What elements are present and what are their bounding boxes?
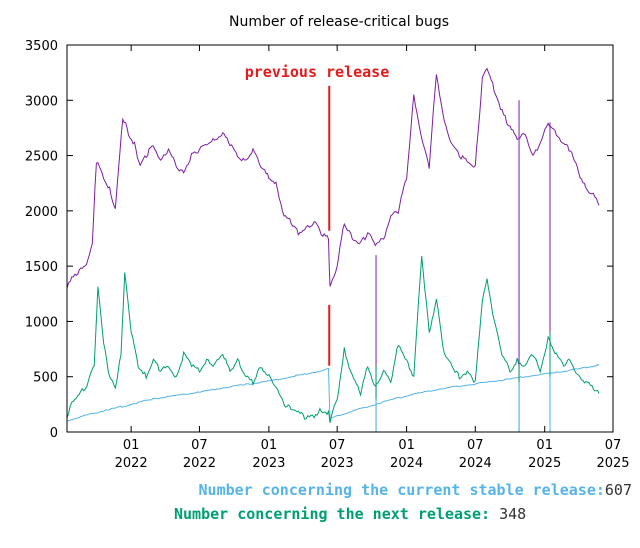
chart-title: Number of release-critical bugs — [229, 14, 449, 30]
legend-current-stable: Number concerning the current stable rel… — [199, 481, 632, 499]
y-tick-label-6: 3000 — [25, 94, 58, 109]
series-layer — [66, 67, 600, 432]
y-tick-label-2: 1000 — [25, 315, 58, 330]
y-tick-label-4: 2000 — [25, 205, 58, 220]
plot-frame — [66, 44, 614, 433]
y-tick-label-3: 1500 — [25, 260, 58, 275]
x-tick-month-0: 01 — [123, 438, 140, 453]
x-tick-month-6: 01 — [536, 438, 553, 453]
legend-next-release: Number concerning the next release: 348 — [174, 505, 526, 523]
legend-current-stable-value: 607 — [604, 481, 632, 499]
legend-next-release-label: Number concerning the next release: — [174, 505, 491, 523]
x-tick-month-4: 01 — [398, 438, 415, 453]
y-tick-label-1: 500 — [33, 371, 58, 386]
x-tick-month-5: 07 — [467, 438, 484, 453]
x-tick-month-3: 07 — [329, 438, 346, 453]
legend-current-stable-label: Number concerning the current stable rel… — [198, 481, 605, 499]
legend-next-release-value: 348 — [499, 505, 527, 523]
x-tick-year-6: 2025 — [528, 456, 561, 471]
y-tick-label-7: 3500 — [25, 39, 58, 54]
series-line-1 — [66, 364, 600, 422]
series-line-0 — [66, 67, 600, 289]
x-tick-year-2: 2023 — [252, 456, 285, 471]
x-tick-year-3: 2023 — [321, 456, 354, 471]
y-tick-label-5: 2500 — [25, 150, 58, 165]
x-tick-year-1: 2022 — [183, 456, 216, 471]
x-tick-year-5: 2024 — [459, 456, 492, 471]
annotation-layer: previous release — [245, 63, 390, 366]
x-tick-year-7: 2025 — [596, 456, 629, 471]
x-tick-month-2: 01 — [261, 438, 278, 453]
x-tick-month-7: 07 — [605, 438, 622, 453]
series-line-2 — [66, 256, 600, 424]
x-tick-year-4: 2024 — [390, 456, 423, 471]
x-tick-year-0: 2022 — [115, 456, 148, 471]
axis-ticks: 0 500 1000 1500 2000 2500 3000 3500 01 2022 07 2022… — [25, 39, 630, 471]
y-tick-label-0: 0 — [50, 426, 58, 441]
x-tick-month-1: 07 — [191, 438, 208, 453]
previous-release-label: previous release — [245, 63, 390, 81]
